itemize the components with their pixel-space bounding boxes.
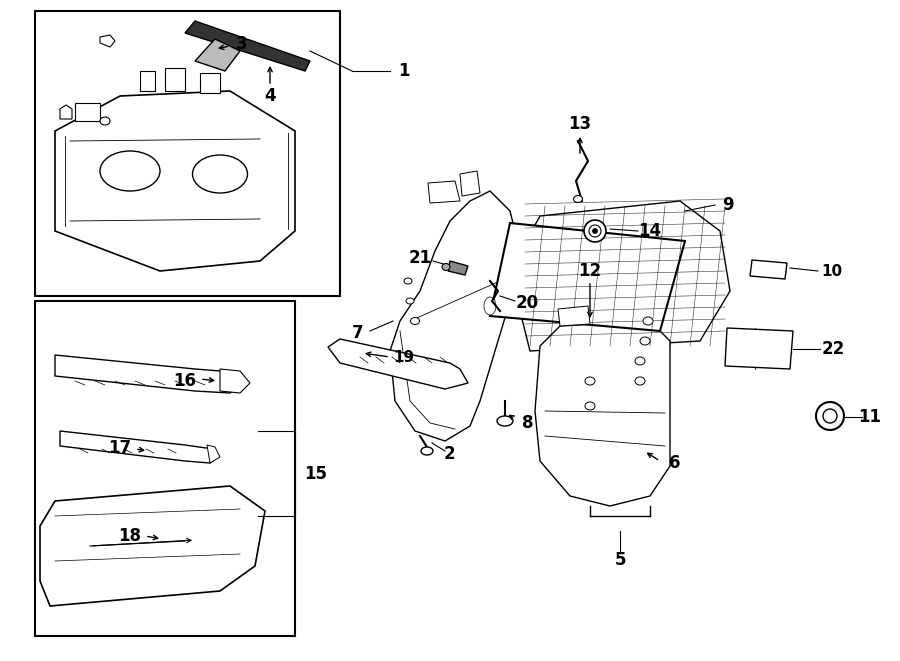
Polygon shape [220, 369, 250, 393]
Polygon shape [448, 261, 468, 275]
Polygon shape [460, 171, 480, 196]
Ellipse shape [635, 357, 645, 365]
Polygon shape [55, 355, 240, 393]
Ellipse shape [497, 416, 513, 426]
Text: 4: 4 [265, 87, 275, 105]
Text: 1: 1 [398, 62, 410, 80]
Text: 14: 14 [638, 222, 662, 240]
Ellipse shape [100, 151, 160, 191]
Ellipse shape [100, 117, 110, 125]
Ellipse shape [585, 402, 595, 410]
Polygon shape [195, 39, 240, 71]
Text: 10: 10 [822, 264, 842, 278]
Ellipse shape [635, 377, 645, 385]
Polygon shape [515, 201, 730, 351]
Polygon shape [428, 181, 460, 203]
Ellipse shape [404, 278, 412, 284]
Text: 17: 17 [108, 439, 131, 457]
Bar [35, 11, 340, 296]
Ellipse shape [584, 220, 606, 242]
Ellipse shape [592, 229, 598, 233]
Bar [35, 301, 295, 636]
Polygon shape [185, 21, 310, 71]
Polygon shape [55, 91, 295, 271]
Polygon shape [725, 328, 793, 369]
Ellipse shape [193, 155, 248, 193]
Polygon shape [40, 486, 265, 606]
Polygon shape [490, 223, 685, 331]
Text: 7: 7 [352, 324, 364, 342]
Text: 18: 18 [119, 527, 141, 545]
Ellipse shape [823, 409, 837, 423]
Polygon shape [100, 35, 115, 47]
Ellipse shape [406, 298, 414, 304]
Ellipse shape [585, 377, 595, 385]
Text: 12: 12 [579, 262, 601, 280]
Polygon shape [60, 105, 72, 119]
Text: 15: 15 [304, 465, 328, 483]
Polygon shape [207, 445, 220, 463]
Text: 6: 6 [670, 454, 680, 472]
Text: 21: 21 [409, 249, 432, 267]
Text: 3: 3 [236, 35, 248, 53]
Ellipse shape [589, 225, 601, 237]
Polygon shape [75, 103, 100, 121]
Polygon shape [200, 73, 220, 93]
Polygon shape [558, 306, 590, 326]
Ellipse shape [573, 196, 582, 202]
Ellipse shape [816, 402, 844, 430]
Text: 8: 8 [522, 414, 534, 432]
Text: 16: 16 [174, 372, 196, 390]
Ellipse shape [442, 264, 450, 270]
Text: 11: 11 [859, 408, 881, 426]
Text: 5: 5 [614, 551, 626, 569]
Polygon shape [750, 260, 787, 279]
Polygon shape [535, 321, 670, 506]
Ellipse shape [484, 297, 496, 315]
Ellipse shape [410, 317, 419, 325]
Ellipse shape [640, 337, 650, 345]
Text: 19: 19 [393, 350, 415, 366]
Text: 2: 2 [443, 445, 454, 463]
Polygon shape [140, 71, 155, 91]
Text: 20: 20 [516, 294, 538, 312]
Ellipse shape [643, 317, 653, 325]
Polygon shape [165, 68, 185, 91]
Text: 22: 22 [822, 340, 844, 358]
Text: 13: 13 [569, 115, 591, 133]
Polygon shape [328, 339, 468, 389]
Ellipse shape [421, 447, 433, 455]
Polygon shape [60, 431, 218, 463]
Polygon shape [390, 191, 520, 441]
Text: 9: 9 [722, 196, 734, 214]
